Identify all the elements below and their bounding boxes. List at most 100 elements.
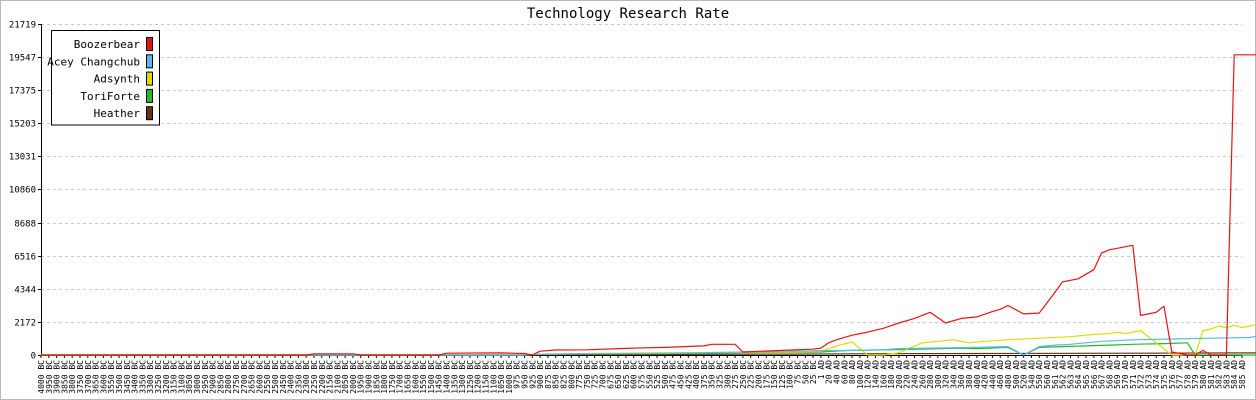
x-tick-label: 320 AD: [942, 360, 951, 389]
legend-label: ToriForte: [80, 90, 140, 103]
x-tick-label: 280 AD: [926, 360, 935, 389]
x-tick-label: 500 AD: [1012, 360, 1021, 389]
x-tick-label: 75 BC: [793, 360, 802, 384]
x-tick-label: 1250 BC: [466, 360, 475, 394]
x-tick-label: 125 BC: [778, 360, 787, 389]
y-tick-label: 0: [31, 352, 36, 362]
x-tick-label: 561 AD: [1051, 360, 1060, 389]
legend-swatch: [146, 88, 153, 103]
x-tick-label: 325 BC: [715, 360, 724, 389]
x-tick-label: 420 AD: [981, 360, 990, 389]
x-tick-label: 2600 BC: [255, 360, 264, 394]
x-tick-label: 3650 BC: [92, 360, 101, 394]
legend-label: Heather: [94, 107, 141, 120]
x-tick-label: 1600 BC: [411, 360, 420, 394]
x-tick-label: 140 AD: [871, 360, 880, 389]
x-tick-label: 1500 BC: [427, 360, 436, 394]
x-tick-label: 1300 BC: [458, 360, 467, 394]
x-tick-label: 3700 BC: [84, 360, 93, 394]
x-tick-label: 675 BC: [606, 360, 615, 389]
y-tick-label: 17375: [9, 87, 36, 97]
x-tick-label: 2800 BC: [224, 360, 233, 394]
x-tick-label: 120 AD: [864, 360, 873, 389]
x-tick-label: 2300 BC: [302, 360, 311, 394]
x-tick-label: 3800 BC: [68, 360, 77, 394]
legend-label: Adsynth: [94, 73, 140, 86]
x-tick-label: 3400 BC: [131, 360, 140, 394]
x-tick-label: 50 BC: [801, 360, 810, 384]
x-tick-label: 600 BC: [630, 360, 639, 389]
x-tick-label: 725 BC: [591, 360, 600, 389]
x-tick-label: 1150 BC: [482, 360, 491, 394]
x-tick-label: 150 BC: [770, 360, 779, 389]
x-tick-label: 1050 BC: [497, 360, 506, 394]
x-tick-label: 1950 BC: [357, 360, 366, 394]
x-tick-label: 1850 BC: [372, 360, 381, 394]
x-tick-label: 650 BC: [614, 360, 623, 389]
x-tick-label: 925 BC: [528, 360, 537, 389]
x-tick-label: 3900 BC: [53, 360, 62, 394]
x-tick-label: 3500 BC: [115, 360, 124, 394]
x-tick-label: 3350 BC: [138, 360, 147, 394]
x-tick-label: 160 AD: [879, 360, 888, 389]
x-tick-label: 380 AD: [965, 360, 974, 389]
x-tick-label: 2000 BC: [349, 360, 358, 394]
legend-swatch: [146, 37, 153, 51]
x-tick-label: 1900 BC: [365, 360, 374, 394]
series-line-boozerbear: [41, 54, 1256, 356]
x-tick-label: 500 BC: [661, 360, 670, 389]
gridlines: [41, 24, 1242, 323]
axes: 0 2172 4344 6516 8688 10860 13031 15203 17375 195…: [9, 21, 1247, 394]
x-tick-label: 2750 BC: [232, 360, 241, 394]
x-tick-label: 1550 BC: [419, 360, 428, 394]
x-tick-label: 300 AD: [934, 360, 943, 389]
x-tick-label: 525 BC: [653, 360, 662, 389]
x-tick-label: 570 AD: [1121, 360, 1130, 389]
x-tick-label: 575 AD: [1160, 360, 1169, 389]
x-tick-label: 400 AD: [973, 360, 982, 389]
x-tick-label: 475 BC: [669, 360, 678, 389]
x-tick-label: 775 BC: [575, 360, 584, 389]
y-tick-label: 2172: [14, 319, 36, 329]
legend: Boozerbear Acey Changchub Adsynth ToriForte…: [47, 30, 160, 126]
x-tick-label: 80 AD: [848, 360, 857, 384]
x-tick-label: 900 BC: [536, 360, 545, 389]
x-tick-label: 3950 BC: [45, 360, 54, 394]
x-tick-label: 1000 BC: [505, 360, 514, 394]
legend-swatch: [146, 71, 153, 86]
x-tick-label: 220 AD: [903, 360, 912, 389]
x-tick-label: 572 AD: [1137, 360, 1146, 389]
x-tick-label: 480 AD: [1004, 360, 1013, 389]
x-tick-label: 200 AD: [895, 360, 904, 389]
x-tick-label: 1400 BC: [443, 360, 452, 394]
x-tick-label: 2700 BC: [240, 360, 249, 394]
x-tick-label: 1 AD: [817, 360, 826, 379]
y-tick-label: 4344: [14, 286, 36, 296]
x-tick-label: 225 BC: [747, 360, 756, 389]
x-tick-label: 576 AD: [1168, 360, 1177, 389]
x-tick-label: 2250 BC: [310, 360, 319, 394]
x-tick-label: 625 BC: [622, 360, 631, 389]
x-tick-label: 2450 BC: [279, 360, 288, 394]
x-tick-label: 3550 BC: [107, 360, 116, 394]
x-tick-label: 180 AD: [887, 360, 896, 389]
y-tick-label: 19547: [9, 54, 36, 64]
x-tick-label: 560 AD: [1043, 360, 1052, 389]
x-tick-label: 3150 BC: [170, 360, 179, 394]
x-tick-label: 578 AD: [1183, 360, 1192, 389]
x-tick-label: 3600 BC: [99, 360, 108, 394]
x-tick-label: 350 BC: [708, 360, 717, 389]
x-tick-label: 2350 BC: [294, 360, 303, 394]
x-tick-label: 550 BC: [645, 360, 654, 389]
x-tick-label: 540 AD: [1027, 360, 1036, 389]
x-tick-label: 260 AD: [918, 360, 927, 389]
x-tick-label: 2850 BC: [216, 360, 225, 394]
x-tick-label: 4000 BC: [37, 360, 46, 394]
x-tick-label: 850 BC: [552, 360, 561, 389]
x-tick-label: 2550 BC: [263, 360, 272, 394]
x-tick-label: 450 BC: [676, 360, 685, 389]
legend-label: Boozerbear: [74, 38, 141, 51]
x-tick-label: 579 AD: [1191, 360, 1200, 389]
x-tick-label: 2200 BC: [318, 360, 327, 394]
x-tick-label: 20 AD: [825, 360, 834, 384]
